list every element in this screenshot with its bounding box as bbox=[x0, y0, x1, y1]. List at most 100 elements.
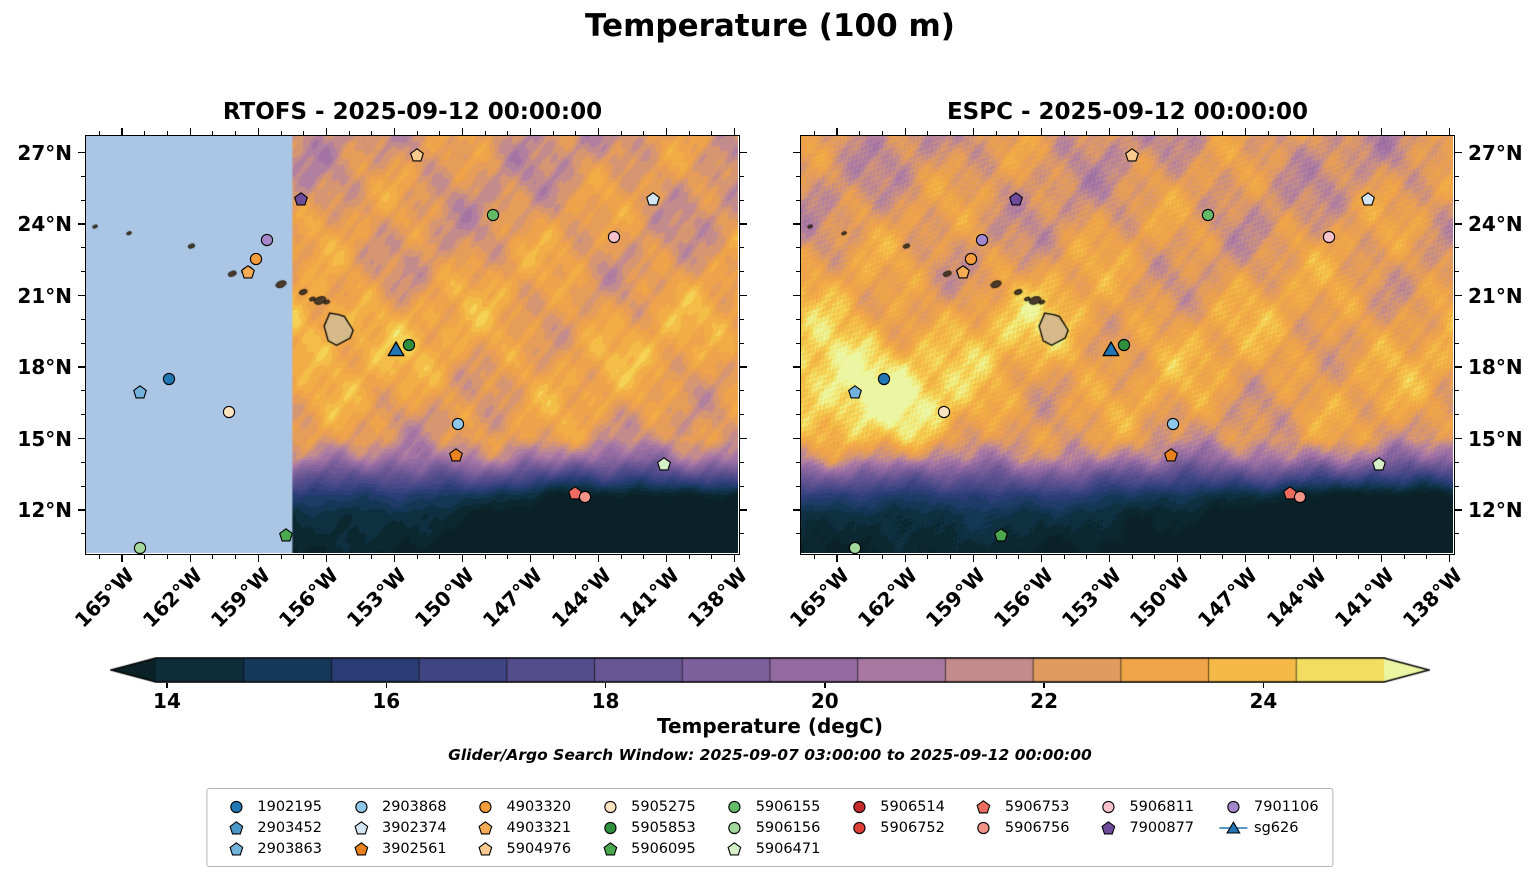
x-axis-tick bbox=[189, 127, 192, 135]
marker-5906155 bbox=[1201, 208, 1215, 222]
y-axis-tick bbox=[739, 390, 744, 392]
colorbar-tick bbox=[824, 683, 826, 688]
x-axis-tick bbox=[439, 130, 441, 135]
x-axis-tick bbox=[1199, 130, 1201, 135]
x-axis-tick bbox=[950, 554, 952, 559]
x-axis-tick bbox=[1426, 130, 1428, 135]
legend-label: 5906156 bbox=[755, 819, 821, 836]
legend-item-1902195: 1902195 bbox=[221, 796, 322, 817]
x-axis-tick bbox=[552, 554, 554, 559]
legend-item-7901106: 7901106 bbox=[1218, 796, 1319, 817]
x-axis-tick bbox=[1154, 554, 1156, 559]
x-axis-tick bbox=[348, 130, 350, 135]
y-axis-tick bbox=[77, 366, 85, 368]
x-tick-label: 165°W bbox=[70, 563, 140, 633]
x-axis-tick bbox=[416, 130, 418, 135]
rtofs-panel-title: RTOFS - 2025-09-12 00:00:00 bbox=[222, 99, 603, 125]
circle-marker-icon bbox=[844, 800, 874, 814]
colorbar-canvas bbox=[110, 657, 1430, 683]
x-tick-label: 165°W bbox=[785, 563, 855, 633]
y-axis-tick bbox=[739, 176, 744, 177]
y-axis-tick bbox=[795, 485, 800, 487]
y-axis-tick bbox=[795, 199, 800, 201]
x-axis-tick bbox=[212, 130, 214, 135]
y-tick-label: 21°N bbox=[1468, 283, 1523, 308]
x-axis-tick bbox=[688, 554, 690, 559]
x-axis-tick bbox=[348, 554, 350, 559]
legend-item-5905853: 5905853 bbox=[595, 817, 696, 838]
y-axis-tick bbox=[739, 318, 744, 320]
x-tick-label: 162°W bbox=[138, 563, 208, 633]
x-axis-tick bbox=[643, 554, 645, 559]
legend-item-2903452: 2903452 bbox=[221, 817, 322, 838]
x-axis-tick bbox=[484, 554, 486, 559]
rtofs-map-panel: 165°W 162°W 159°W 156°W 153°W 150°W 147°W 144°W… bbox=[17, 127, 752, 632]
legend-label: 4903320 bbox=[506, 798, 572, 815]
legend-column: 5906155 5906156 5906471 bbox=[720, 796, 821, 859]
y-axis-tick bbox=[739, 342, 744, 344]
y-axis-tick bbox=[795, 390, 800, 392]
pentagon-marker-icon bbox=[471, 841, 501, 856]
x-axis-tick bbox=[1426, 554, 1428, 559]
y-axis-tick bbox=[1454, 533, 1459, 535]
circle-marker-icon bbox=[844, 821, 874, 835]
x-axis-tick bbox=[371, 130, 373, 135]
y-axis-tick bbox=[1454, 271, 1459, 273]
marker-5906756 bbox=[578, 490, 592, 504]
legend-item-7900877: 7900877 bbox=[1093, 817, 1194, 838]
y-axis-tick bbox=[792, 151, 800, 154]
legend-item-5905275: 5905275 bbox=[595, 796, 696, 817]
legend-label: 5906095 bbox=[631, 840, 696, 857]
x-axis-tick bbox=[416, 554, 418, 559]
x-axis-tick bbox=[1335, 554, 1337, 559]
y-axis-tick bbox=[795, 342, 800, 344]
y-axis-tick bbox=[80, 247, 85, 249]
marker-2903868 bbox=[1166, 417, 1180, 431]
x-axis-tick bbox=[711, 130, 713, 135]
marker-1902195 bbox=[162, 372, 176, 386]
x-axis-tick bbox=[280, 554, 282, 559]
y-axis-tick bbox=[739, 509, 747, 511]
x-axis-tick bbox=[507, 554, 509, 559]
marker-5904976 bbox=[1125, 148, 1140, 162]
y-axis-tick bbox=[77, 151, 85, 154]
marker-5906756 bbox=[1293, 490, 1307, 504]
y-axis-tick bbox=[80, 461, 85, 463]
x-axis-tick bbox=[814, 554, 816, 559]
marker-5904976 bbox=[410, 148, 425, 162]
x-axis-tick bbox=[1358, 554, 1360, 559]
x-axis-tick bbox=[303, 554, 305, 559]
x-axis-tick bbox=[1448, 127, 1451, 135]
legend-label: 5905275 bbox=[631, 798, 696, 815]
x-axis-tick bbox=[1222, 130, 1224, 135]
pentagon-marker-icon bbox=[346, 820, 376, 835]
y-axis-tick bbox=[77, 294, 85, 297]
x-axis-tick bbox=[575, 554, 577, 559]
legend-label: 7900877 bbox=[1129, 819, 1195, 836]
y-axis-tick bbox=[80, 199, 85, 201]
marker-3902561 bbox=[1163, 448, 1178, 462]
marker-5906753 bbox=[1282, 486, 1297, 500]
x-axis-tick bbox=[121, 554, 124, 562]
legend-item-5906514: 5906514 bbox=[844, 796, 945, 817]
marker-7900877 bbox=[294, 192, 309, 206]
marker-5906471 bbox=[657, 456, 672, 471]
legend-label: 5906753 bbox=[1004, 798, 1070, 815]
x-axis-tick bbox=[144, 554, 146, 559]
marker-5905275 bbox=[937, 405, 951, 419]
marker-3902561 bbox=[448, 448, 463, 462]
x-axis-tick bbox=[1086, 554, 1088, 559]
x-axis-tick bbox=[1131, 554, 1133, 559]
x-tick-label: 156°W bbox=[989, 563, 1059, 633]
colorbar-label: Temperature (degC) bbox=[657, 714, 883, 738]
marker-5906471 bbox=[1372, 456, 1387, 471]
y-axis-tick bbox=[1454, 437, 1462, 440]
x-axis-tick bbox=[1403, 554, 1405, 559]
circle-marker-icon bbox=[720, 821, 750, 835]
x-axis-tick bbox=[1312, 554, 1315, 562]
circle-marker-icon bbox=[969, 821, 999, 835]
y-axis-tick bbox=[792, 437, 800, 440]
y-axis-tick bbox=[1454, 366, 1462, 368]
y-axis-tick bbox=[1454, 176, 1459, 177]
